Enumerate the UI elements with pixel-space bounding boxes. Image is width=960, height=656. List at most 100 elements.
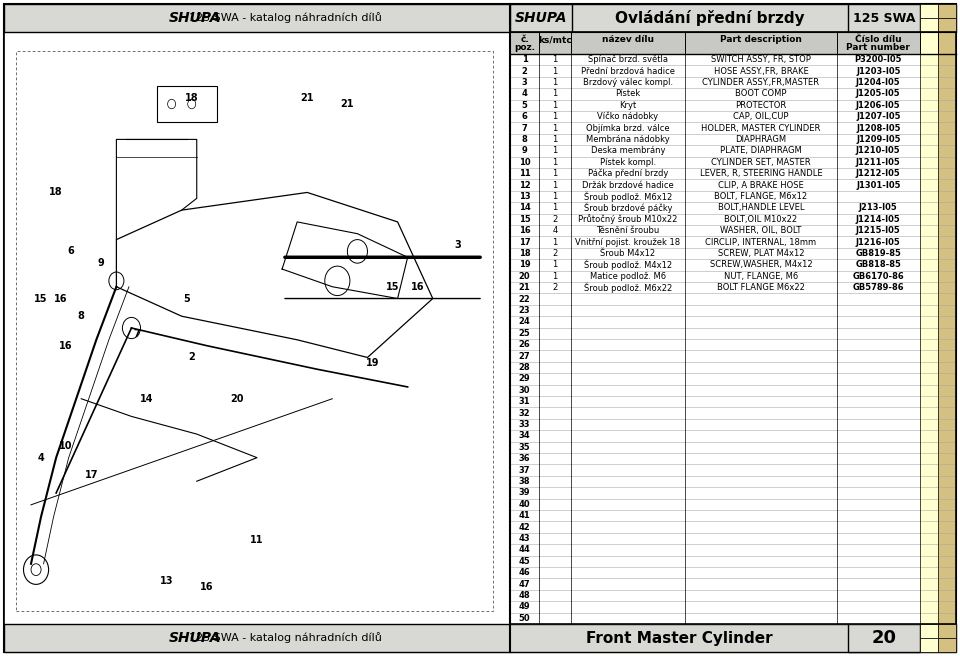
Text: 17: 17 — [518, 237, 531, 247]
Text: 125 SWA - katalog náhradních dílů: 125 SWA - katalog náhradních dílů — [188, 12, 381, 24]
Text: 125 SWA - katalog náhradních dílů: 125 SWA - katalog náhradních dílů — [188, 632, 381, 644]
Text: WASHER, OIL, BOLT: WASHER, OIL, BOLT — [720, 226, 802, 236]
Text: 49: 49 — [518, 602, 531, 611]
Bar — [510, 66, 920, 77]
Bar — [510, 339, 920, 350]
Bar — [920, 556, 938, 567]
Text: 1: 1 — [552, 192, 558, 201]
Bar — [510, 556, 920, 567]
Text: 1: 1 — [552, 89, 558, 98]
Text: 13: 13 — [518, 192, 531, 201]
Text: J1209-I05: J1209-I05 — [856, 135, 900, 144]
Text: 37: 37 — [518, 466, 530, 474]
Text: 1: 1 — [552, 169, 558, 178]
Text: 32: 32 — [518, 409, 531, 418]
Text: Šroub podlož. M6x12: Šroub podlož. M6x12 — [584, 192, 672, 202]
Bar — [510, 225, 920, 236]
Bar — [510, 487, 920, 499]
Text: 4: 4 — [552, 226, 558, 236]
Text: 17: 17 — [84, 470, 98, 480]
Bar — [938, 579, 956, 590]
Bar — [938, 487, 956, 499]
Text: NUT, FLANGE, M6: NUT, FLANGE, M6 — [724, 272, 798, 281]
Bar — [920, 236, 938, 248]
Bar — [920, 88, 938, 100]
Bar — [938, 77, 956, 88]
Bar — [938, 510, 956, 522]
Text: GB818-85: GB818-85 — [855, 260, 901, 270]
Text: PLATE, DIAPHRAGM: PLATE, DIAPHRAGM — [720, 146, 802, 155]
Text: 19: 19 — [366, 358, 379, 369]
Text: Číslo dílu: Číslo dílu — [855, 35, 901, 44]
Bar — [920, 396, 938, 407]
Text: 10: 10 — [60, 441, 73, 451]
Text: 15: 15 — [35, 293, 48, 304]
Bar — [4, 32, 510, 624]
Text: 1: 1 — [552, 101, 558, 110]
Bar — [510, 350, 920, 362]
Text: 125 SWA: 125 SWA — [852, 12, 915, 24]
Bar — [510, 362, 920, 373]
Bar — [920, 567, 938, 579]
Text: Front Master Cylinder: Front Master Cylinder — [586, 630, 772, 646]
Bar — [938, 476, 956, 487]
Text: 27: 27 — [518, 352, 531, 361]
Text: 1: 1 — [552, 146, 558, 155]
Bar — [920, 464, 938, 476]
Bar — [4, 4, 956, 32]
Text: 6: 6 — [521, 112, 528, 121]
Text: 15: 15 — [518, 215, 531, 224]
Bar — [938, 522, 956, 533]
Text: 25: 25 — [518, 329, 531, 338]
Text: 16: 16 — [200, 583, 213, 592]
Bar — [510, 88, 920, 100]
Bar — [920, 590, 938, 601]
Text: 16: 16 — [518, 226, 531, 236]
Text: 1: 1 — [552, 203, 558, 213]
Bar — [848, 4, 920, 32]
Bar — [938, 225, 956, 236]
Text: 1: 1 — [552, 272, 558, 281]
Bar — [920, 157, 938, 168]
Bar — [510, 510, 920, 522]
Text: 5: 5 — [521, 101, 528, 110]
Bar — [920, 533, 938, 544]
Text: 1: 1 — [552, 237, 558, 247]
Text: 1: 1 — [552, 78, 558, 87]
Text: J1205-I05: J1205-I05 — [856, 89, 900, 98]
Bar — [510, 476, 920, 487]
Bar — [938, 567, 956, 579]
Bar — [510, 567, 920, 579]
Text: J1216-I05: J1216-I05 — [856, 237, 900, 247]
Bar — [920, 487, 938, 499]
Text: 8: 8 — [78, 311, 84, 321]
Text: Průtočný šroub M10x22: Průtočný šroub M10x22 — [578, 215, 678, 224]
Text: Šroub podlož. M4x12: Šroub podlož. M4x12 — [584, 260, 672, 270]
Bar — [938, 18, 956, 32]
Text: 2: 2 — [552, 249, 558, 258]
Bar — [920, 282, 938, 293]
Bar — [920, 54, 938, 66]
Bar — [938, 601, 956, 613]
Text: 1: 1 — [552, 67, 558, 75]
Text: J1301-I05: J1301-I05 — [856, 180, 900, 190]
Bar — [510, 396, 920, 407]
Bar — [938, 123, 956, 134]
Bar — [938, 66, 956, 77]
Text: BOLT,OIL M10x22: BOLT,OIL M10x22 — [725, 215, 798, 224]
Text: Membrána nádobky: Membrána nádobky — [586, 135, 670, 144]
Bar — [920, 18, 938, 32]
Text: 5: 5 — [183, 293, 190, 304]
Bar — [920, 145, 938, 157]
Bar — [920, 168, 938, 179]
Text: 10: 10 — [518, 158, 531, 167]
Bar — [920, 476, 938, 487]
Bar — [510, 123, 920, 134]
Bar — [510, 407, 920, 419]
Bar — [920, 214, 938, 225]
Text: Objímka brzd. válce: Objímka brzd. válce — [586, 123, 670, 133]
Bar — [938, 305, 956, 316]
Text: 1: 1 — [552, 55, 558, 64]
Bar — [938, 464, 956, 476]
Bar — [938, 4, 956, 18]
